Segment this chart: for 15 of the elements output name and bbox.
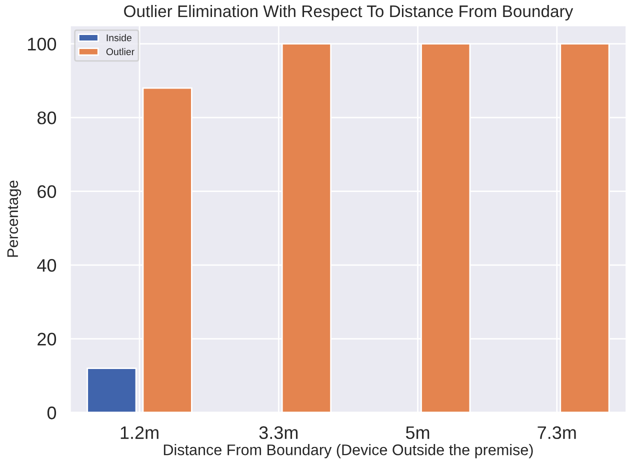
x-tick-label: 1.2m bbox=[120, 426, 158, 439]
legend-label: Outlier bbox=[106, 48, 134, 56]
y-tick-label: 80 bbox=[37, 111, 56, 124]
chart-title: Outlier Elimination With Respect To Distance From Boundary bbox=[124, 4, 574, 20]
x-tick-label: 5m bbox=[406, 426, 430, 440]
x-tick-label: 7.3m bbox=[538, 426, 576, 440]
y-tick-label: 60 bbox=[38, 185, 56, 198]
x-tick-label: 3.3m bbox=[259, 426, 298, 440]
y-tick-label: 0 bbox=[47, 406, 56, 420]
y-tick-label: 20 bbox=[38, 332, 56, 346]
y-tick-label: 40 bbox=[37, 259, 56, 272]
legend-label: Inside bbox=[106, 34, 132, 42]
y-axis-title: Percentage bbox=[7, 180, 22, 257]
x-axis-title: Distance From Boundary (Device Outside the premise) bbox=[164, 444, 533, 458]
y-tick-label: 100 bbox=[28, 38, 56, 51]
